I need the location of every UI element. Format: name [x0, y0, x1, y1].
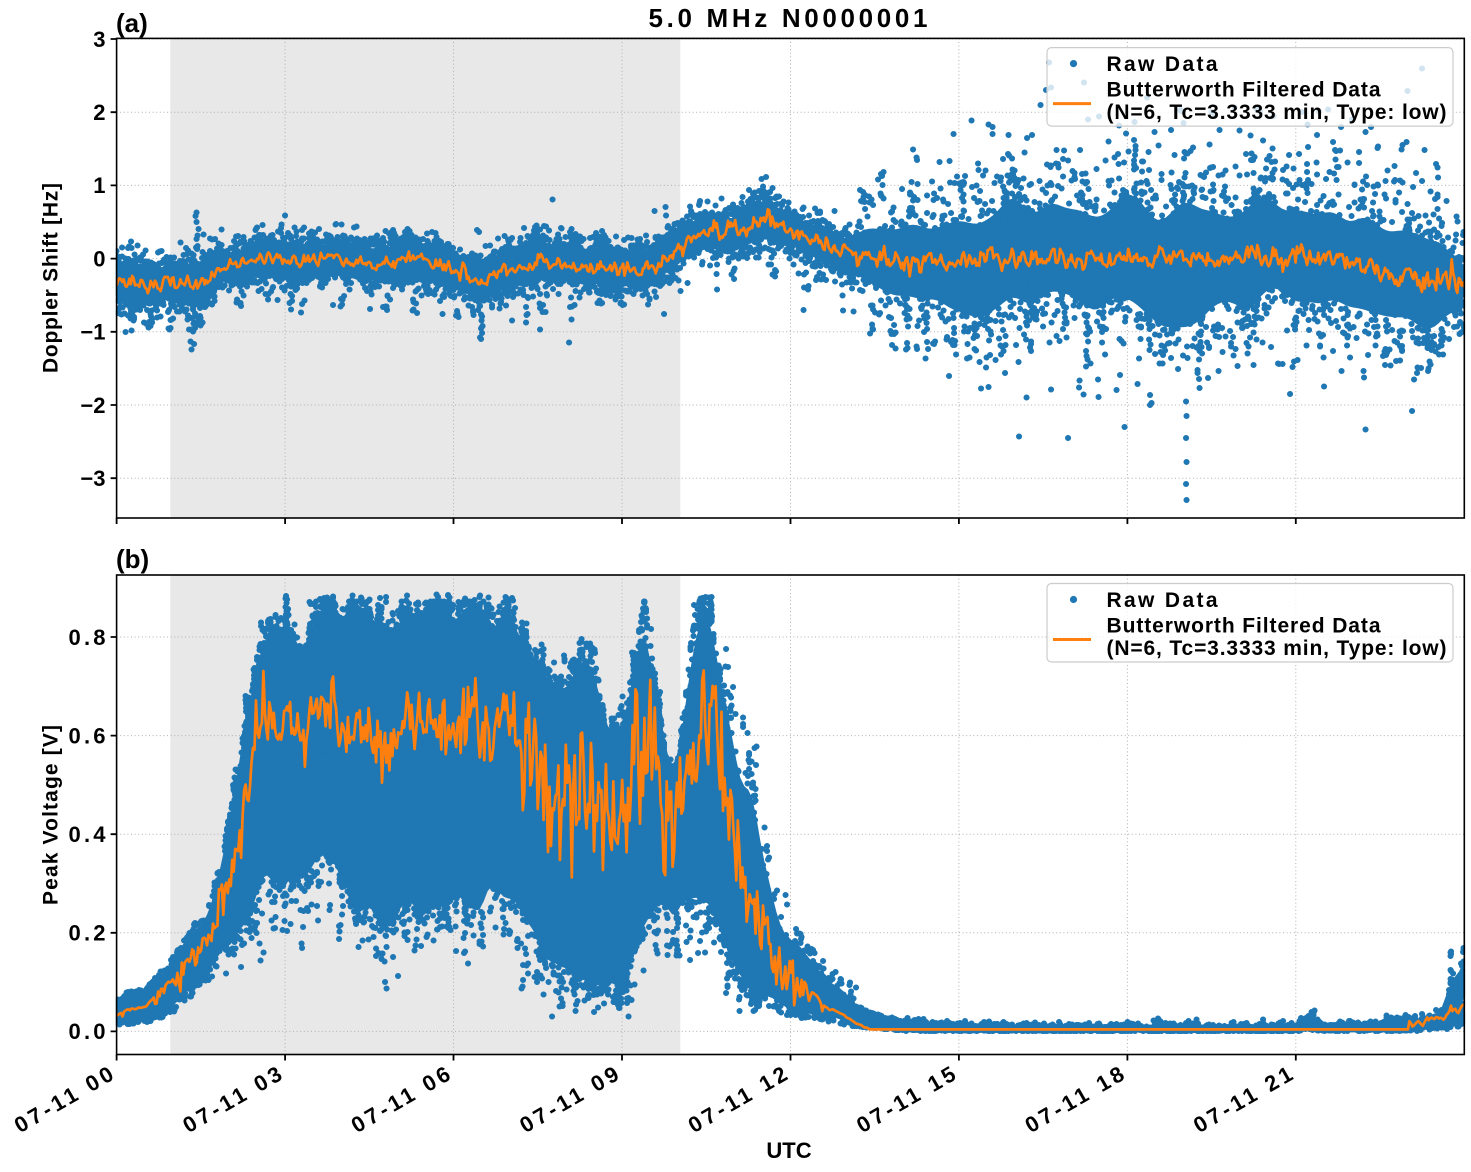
- svg-text:UTC: UTC: [766, 1138, 811, 1163]
- svg-text:0: 0: [93, 246, 105, 271]
- svg-text:Raw Data: Raw Data: [1107, 53, 1218, 76]
- svg-text:Butterworth Filtered Data: Butterworth Filtered Data: [1107, 79, 1381, 102]
- svg-text:Butterworth Filtered Data: Butterworth Filtered Data: [1107, 615, 1381, 638]
- svg-text:1: 1: [93, 173, 105, 198]
- svg-text:0.4: 0.4: [69, 822, 107, 847]
- svg-text:2: 2: [93, 100, 105, 125]
- svg-text:−1: −1: [80, 320, 105, 345]
- svg-text:Raw Data: Raw Data: [1107, 589, 1218, 612]
- svg-text:0.6: 0.6: [69, 723, 106, 748]
- svg-text:−2: −2: [80, 393, 105, 418]
- svg-text:Peak Voltage [V]: Peak Voltage [V]: [40, 725, 63, 905]
- svg-text:(N=6, Tc=3.3333 min, Type: low: (N=6, Tc=3.3333 min, Type: low): [1107, 637, 1447, 660]
- svg-text:0.2: 0.2: [69, 921, 106, 946]
- svg-text:3: 3: [93, 27, 105, 52]
- svg-text:0.0: 0.0: [69, 1019, 106, 1044]
- svg-text:Doppler Shift [Hz]: Doppler Shift [Hz]: [40, 183, 63, 373]
- svg-text:−3: −3: [80, 466, 105, 491]
- svg-text:0.8: 0.8: [69, 625, 106, 650]
- svg-text:(b): (b): [116, 544, 149, 574]
- svg-text:5.0 MHz N0000001: 5.0 MHz N0000001: [649, 3, 928, 33]
- svg-text:(N=6, Tc=3.3333 min, Type: low: (N=6, Tc=3.3333 min, Type: low): [1107, 101, 1447, 124]
- svg-text:(a): (a): [116, 8, 148, 38]
